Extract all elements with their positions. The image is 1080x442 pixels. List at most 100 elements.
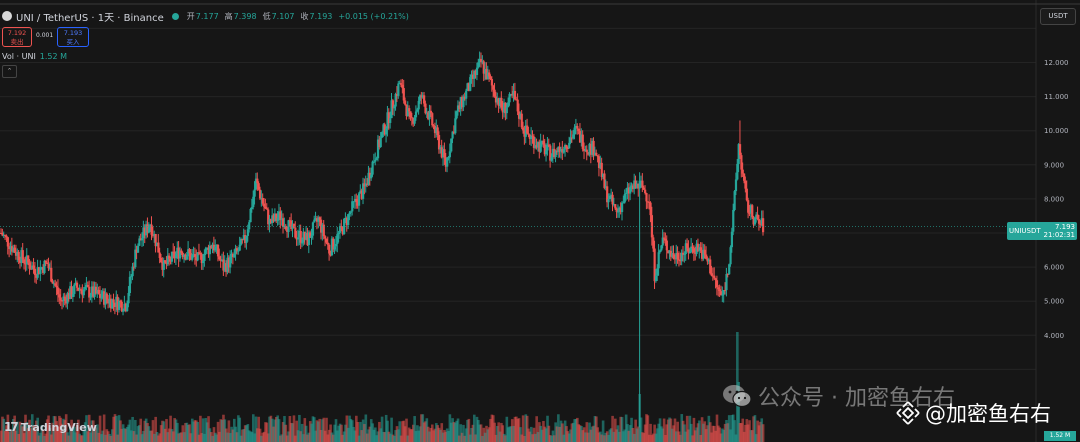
candle-body xyxy=(583,148,586,152)
candle-body xyxy=(315,218,319,222)
volume-bar xyxy=(756,420,759,442)
candle-body xyxy=(475,67,479,75)
candle-body xyxy=(536,142,540,148)
candle-body xyxy=(298,230,301,238)
candle-body xyxy=(595,152,598,156)
volume-bar xyxy=(257,416,261,442)
volume-bar xyxy=(215,434,218,442)
candle-body xyxy=(431,113,434,126)
volume-bar xyxy=(543,426,547,442)
volume-bar xyxy=(759,421,762,442)
symbol-title[interactable]: UNI / TetherUS · 1天 · Binance xyxy=(16,12,164,24)
candle-body xyxy=(347,214,350,226)
volume-bar xyxy=(113,414,117,442)
volume-bar xyxy=(315,420,319,442)
candle-body xyxy=(333,246,336,250)
volume-bar xyxy=(458,435,461,442)
candle-body xyxy=(553,148,556,158)
price-axis[interactable]: 4.0005.0006.0007.0008.0009.00010.00011.0… xyxy=(1044,59,1069,340)
volume-bar xyxy=(186,424,190,442)
candle-body xyxy=(469,77,472,91)
candle-body xyxy=(675,253,678,260)
candle-body xyxy=(404,100,407,105)
volume-bar xyxy=(394,430,397,442)
candle-body xyxy=(101,291,104,298)
candle-body xyxy=(608,195,611,200)
volume-bar xyxy=(596,427,599,442)
candle-body xyxy=(234,248,237,254)
volume-bar xyxy=(115,415,118,442)
volume-bar xyxy=(410,429,414,442)
candle-body xyxy=(74,282,77,285)
candle-body xyxy=(141,238,144,241)
volume-bar xyxy=(557,414,560,442)
candle-body xyxy=(59,297,62,301)
collapse-legend-button[interactable]: ⌃ xyxy=(2,65,17,78)
volume-bar xyxy=(387,431,391,442)
buy-button[interactable]: 7.193 买入 xyxy=(57,27,89,47)
volume-bar xyxy=(193,420,197,442)
candle-body xyxy=(690,246,693,252)
candle-body xyxy=(421,95,424,98)
candle-body xyxy=(241,238,244,240)
volume-bar xyxy=(702,423,705,442)
volume-bar xyxy=(493,422,496,442)
volume-bar xyxy=(94,427,98,442)
volume-bar xyxy=(268,416,271,442)
candle-body xyxy=(584,149,587,152)
candle-body xyxy=(711,275,715,277)
volume-bar xyxy=(540,429,544,442)
candle-body xyxy=(619,207,622,213)
volume-bar xyxy=(289,422,293,442)
candle-body xyxy=(272,215,275,221)
candle-body xyxy=(549,145,552,161)
volume-bar xyxy=(64,414,68,442)
volume-bar xyxy=(718,427,722,442)
candle-body xyxy=(383,124,386,135)
volume-bar xyxy=(589,429,593,442)
candle-body xyxy=(24,263,27,265)
volume-bar xyxy=(708,422,712,442)
volume-bar xyxy=(539,425,543,442)
candle-body xyxy=(752,217,755,225)
volume-bar xyxy=(601,420,605,442)
candle-body xyxy=(305,232,308,240)
currency-selector[interactable]: USDT xyxy=(1040,8,1076,25)
volume-bar xyxy=(13,415,16,442)
candle-body xyxy=(597,156,601,168)
candle-body xyxy=(622,202,625,204)
volume-bar xyxy=(231,429,235,442)
candle-body xyxy=(760,218,763,224)
candle-body xyxy=(202,261,205,264)
candle-body xyxy=(481,61,484,63)
candle-body xyxy=(116,296,119,310)
volume-bar xyxy=(24,414,27,442)
candle-body xyxy=(539,141,542,152)
volume-bar xyxy=(595,416,598,442)
volume-bar xyxy=(365,433,369,442)
candle-body xyxy=(463,96,466,99)
volume-bar xyxy=(614,418,617,442)
volume-bar xyxy=(273,419,277,442)
volume-bar xyxy=(5,425,8,442)
volume-bar xyxy=(285,435,289,442)
volume-bar xyxy=(3,430,7,442)
tradingview-logo[interactable]: 17 TradingView xyxy=(4,420,97,434)
candle-body xyxy=(173,252,176,259)
sell-button[interactable]: 7.192 卖出 xyxy=(2,27,32,47)
volume-bar xyxy=(676,421,679,442)
candle-body xyxy=(37,267,41,274)
candle-body xyxy=(165,262,168,265)
volume-bar xyxy=(242,429,246,442)
volume-bar xyxy=(322,417,326,442)
candle-body xyxy=(348,212,351,215)
candle-body xyxy=(509,94,513,96)
volume-bar xyxy=(593,416,597,442)
candle-body xyxy=(253,189,256,197)
volume-bar xyxy=(491,415,495,442)
candle-body xyxy=(592,140,595,156)
volume-bar xyxy=(422,422,426,442)
volume-bar xyxy=(391,434,395,442)
